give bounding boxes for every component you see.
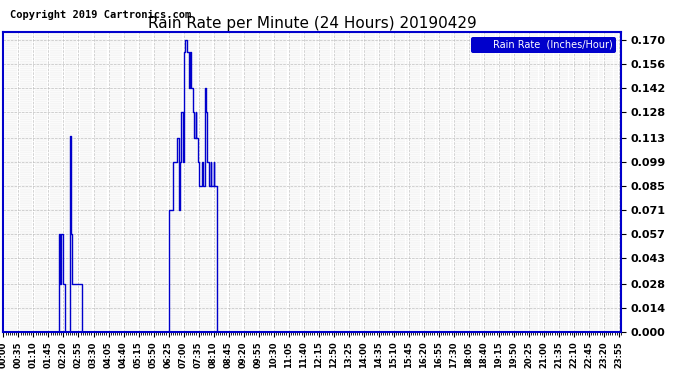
Text: Copyright 2019 Cartronics.com: Copyright 2019 Cartronics.com (10, 10, 191, 20)
Title: Rain Rate per Minute (24 Hours) 20190429: Rain Rate per Minute (24 Hours) 20190429 (148, 16, 477, 31)
Legend: Rain Rate  (Inches/Hour): Rain Rate (Inches/Hour) (471, 37, 616, 52)
